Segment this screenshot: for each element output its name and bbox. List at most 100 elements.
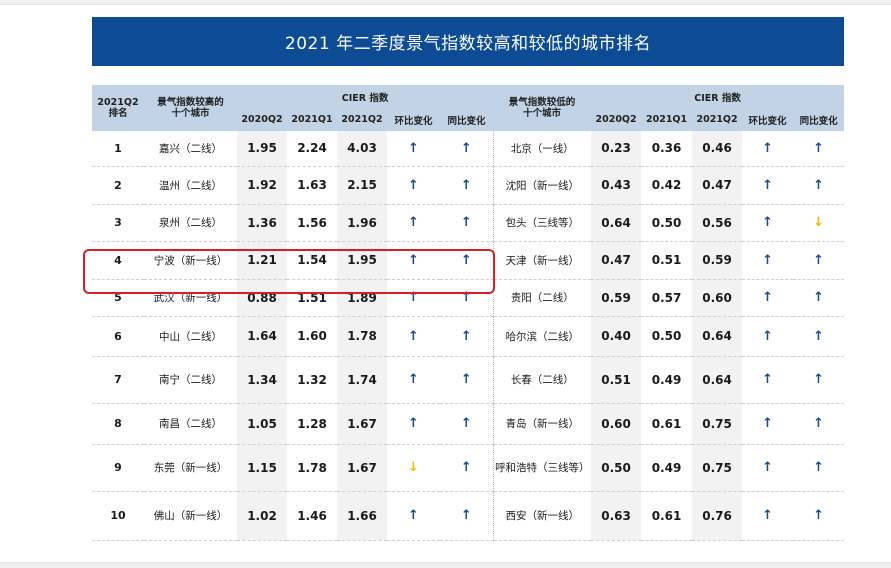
low-2021q1-cell: 0.49 <box>641 356 693 404</box>
high-2020q2-cell: 1.36 <box>237 204 287 242</box>
low-2021q1-cell: 0.50 <box>641 204 693 242</box>
bottom-border <box>0 562 891 568</box>
rank-cell: 7 <box>92 356 144 404</box>
high-city-cell: 佛山（新一线） <box>144 491 237 541</box>
header-low-city: 景气指数较低的 十个城市 <box>493 85 592 131</box>
high-city-cell: 温州（二线） <box>144 166 237 205</box>
high-2021q2-cell: 1.78 <box>337 316 387 357</box>
high-2021q2-cell: 1.95 <box>337 241 387 280</box>
arrow-up-icon: ↑ <box>408 252 419 268</box>
high-2021q1-cell: 1.56 <box>287 204 337 242</box>
low-city-cell: 青岛（新一线） <box>492 403 592 445</box>
low-2021q1-cell: 0.61 <box>641 491 693 541</box>
high-tb-arrow: ↑ <box>440 204 494 242</box>
high-tb-arrow: ↑ <box>440 279 494 317</box>
arrow-down-icon: ↓ <box>408 460 419 475</box>
low-2021q2-cell: 0.56 <box>692 204 743 242</box>
low-tb-arrow: ↑ <box>793 356 845 404</box>
high-2021q1-cell: 1.28 <box>287 403 337 445</box>
low-2021q1-cell: 0.57 <box>641 279 693 317</box>
low-hb-arrow: ↑ <box>742 356 794 404</box>
high-city-cell: 中山（二线） <box>144 316 237 357</box>
high-city-cell: 武汉（新一线） <box>144 279 237 317</box>
header-tb-low: 同比变化 <box>793 108 845 131</box>
arrow-up-icon: ↑ <box>762 290 774 305</box>
high-hb-arrow: ↑ <box>387 166 440 205</box>
arrow-up-icon: ↑ <box>460 508 472 523</box>
low-tb-arrow: ↑ <box>793 316 845 357</box>
low-hb-arrow: ↑ <box>742 204 794 242</box>
high-city-cell: 宁波（新一线） <box>144 241 237 280</box>
high-hb-arrow: ↑ <box>387 241 440 280</box>
arrow-up-icon: ↑ <box>813 252 825 268</box>
low-2020q2-cell: 0.59 <box>591 279 642 317</box>
header-rank: 2021Q2 排名 <box>92 85 144 131</box>
high-2021q2-cell: 1.96 <box>337 204 387 242</box>
high-city-cell: 南昌（二线） <box>144 403 237 445</box>
high-2020q2-cell: 1.92 <box>237 166 287 205</box>
header-2021q2-low: 2021Q2 <box>692 108 743 131</box>
low-2021q1-cell: 0.51 <box>641 241 693 280</box>
header-2021q2: 2021Q2 <box>337 108 387 131</box>
header-2021q1: 2021Q1 <box>287 108 337 131</box>
high-2020q2-cell: 1.34 <box>237 356 287 404</box>
high-hb-arrow: ↑ <box>387 491 440 541</box>
table-row: 5 武汉（新一线） 0.88 1.51 1.89 ↑ ↑ 贵阳（二线） 0.59 0.57 0.60… <box>92 279 845 317</box>
table-row: 10 佛山（新一线） 1.02 1.46 1.66 ↑ ↑ 西安（新一线） 0.63 0.61 0.… <box>92 491 845 541</box>
arrow-up-icon: ↑ <box>408 215 419 230</box>
low-hb-arrow: ↑ <box>742 316 794 357</box>
arrow-up-icon: ↑ <box>762 328 774 344</box>
low-2021q2-cell: 0.64 <box>692 356 743 404</box>
rank-cell: 1 <box>92 131 144 167</box>
high-tb-arrow: ↑ <box>440 166 494 205</box>
high-2021q1-cell: 1.54 <box>287 241 337 280</box>
high-2021q2-cell: 2.15 <box>337 166 387 205</box>
high-2020q2-cell: 1.02 <box>237 491 287 541</box>
arrow-up-icon: ↑ <box>813 372 825 387</box>
low-2020q2-cell: 0.51 <box>591 356 642 404</box>
high-2020q2-cell: 1.21 <box>237 241 287 280</box>
high-2020q2-cell: 1.15 <box>237 444 287 492</box>
arrow-up-icon: ↑ <box>813 416 825 431</box>
table-row: 1 嘉兴（二线） 1.95 2.24 4.03 ↑ ↑ 北京（一线） 0.23 0.36 0.46 ↑… <box>92 131 845 167</box>
arrow-up-icon: ↑ <box>813 140 825 156</box>
high-2021q2-cell: 1.74 <box>337 356 387 404</box>
arrow-up-icon: ↑ <box>408 177 419 193</box>
rank-cell: 9 <box>92 444 144 492</box>
low-2021q1-cell: 0.36 <box>641 131 693 167</box>
low-2021q2-cell: 0.46 <box>692 131 743 167</box>
low-tb-arrow: ↑ <box>793 444 845 492</box>
low-2020q2-cell: 0.50 <box>591 444 642 492</box>
arrow-up-icon: ↑ <box>813 508 825 523</box>
low-2020q2-cell: 0.23 <box>591 131 642 167</box>
low-tb-arrow: ↑ <box>793 491 845 541</box>
low-hb-arrow: ↑ <box>742 491 794 541</box>
high-hb-arrow: ↑ <box>387 204 440 242</box>
high-2021q1-cell: 1.32 <box>287 356 337 404</box>
arrow-up-icon: ↑ <box>813 460 825 475</box>
low-2021q2-cell: 0.47 <box>692 166 743 205</box>
low-hb-arrow: ↑ <box>742 241 794 280</box>
arrow-up-icon: ↑ <box>762 140 774 156</box>
table-row: 3 泉州（二线） 1.36 1.56 1.96 ↑ ↑ 包头（三线等） 0.64 0.50 0.56… <box>92 204 845 242</box>
low-city-cell: 北京（一线） <box>492 131 592 167</box>
table-row: 4 宁波（新一线） 1.21 1.54 1.95 ↑ ↑ 天津（新一线） 0.47 0.51 0.5… <box>92 241 845 280</box>
low-tb-arrow: ↑ <box>793 279 845 317</box>
low-hb-arrow: ↑ <box>742 444 794 492</box>
low-2021q2-cell: 0.60 <box>692 279 743 317</box>
arrow-up-icon: ↑ <box>460 140 472 156</box>
high-hb-arrow: ↑ <box>387 356 440 404</box>
header-hb-low: 环比变化 <box>742 108 794 131</box>
arrow-up-icon: ↑ <box>460 290 472 305</box>
ranking-table: 2021Q2 排名 景气指数较高的 十个城市 CIER 指数 景气指数较低的 十… <box>92 85 845 541</box>
arrow-up-icon: ↑ <box>762 372 774 387</box>
high-2021q1-cell: 1.46 <box>287 491 337 541</box>
header-cier-high: CIER 指数 <box>237 85 494 108</box>
low-city-cell: 长春（二线） <box>492 356 592 404</box>
rank-cell: 5 <box>92 279 144 317</box>
arrow-up-icon: ↑ <box>762 508 774 523</box>
low-hb-arrow: ↑ <box>742 403 794 445</box>
high-hb-arrow: ↑ <box>387 316 440 357</box>
low-2020q2-cell: 0.60 <box>591 403 642 445</box>
high-hb-arrow: ↓ <box>387 444 440 492</box>
